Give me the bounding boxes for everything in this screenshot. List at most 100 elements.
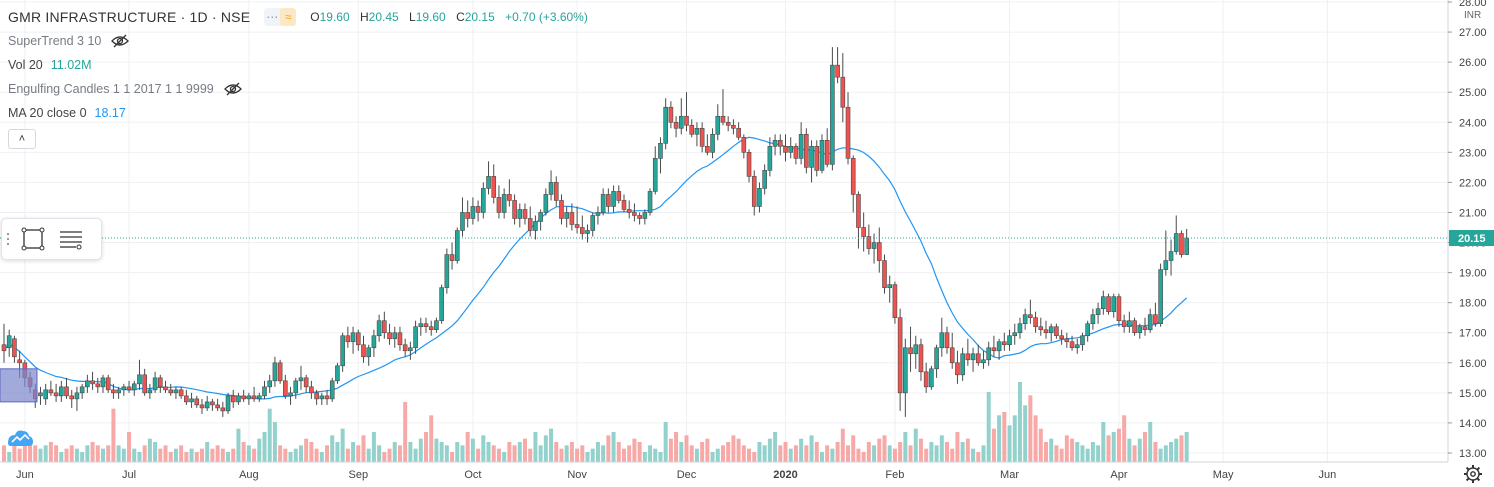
volume-bar (960, 442, 965, 462)
candle-body (251, 395, 257, 400)
candle-body (38, 392, 43, 397)
symbol-title[interactable]: GMR INFRASTRUCTURE · 1D · NSE (8, 9, 251, 25)
volume-bar (866, 442, 871, 462)
candle (548, 170, 554, 201)
candle-body (955, 362, 960, 376)
indicator-volume[interactable]: Vol 20 11.02M (8, 58, 92, 72)
drawing-toolbar[interactable] (1, 218, 102, 260)
candle (210, 398, 215, 411)
candle (1106, 293, 1111, 315)
candle (788, 137, 794, 159)
candle-body (366, 347, 372, 358)
volume-bar (283, 448, 288, 462)
settings-lines-button[interactable] (52, 220, 90, 258)
candle-body (444, 254, 450, 288)
volume-bar (470, 438, 475, 462)
candle (668, 101, 674, 129)
candle-body (621, 200, 627, 210)
candle-body (595, 212, 601, 216)
candle-body (908, 347, 913, 355)
volume-bar (236, 428, 241, 462)
volume-bar (861, 452, 866, 462)
volume-bar (694, 448, 699, 462)
volume-bar (872, 445, 877, 462)
volume-bar (1116, 428, 1121, 462)
candle-body (543, 194, 549, 213)
candle (923, 362, 929, 393)
candle-body (392, 332, 398, 340)
candle (418, 317, 424, 336)
volume-bar (679, 442, 684, 462)
volume-bar (142, 445, 147, 462)
indicator-ma[interactable]: MA 20 close 0 18.17 (8, 106, 126, 120)
candle (48, 380, 54, 396)
candle-body (538, 212, 543, 222)
candle (949, 332, 955, 369)
volume-bar (736, 438, 741, 462)
candle (1012, 323, 1018, 345)
candle-body (428, 326, 434, 331)
candle-body (491, 176, 497, 198)
volume-bar (1080, 445, 1085, 462)
candle (772, 134, 778, 156)
rectangle-tool-button[interactable] (14, 220, 52, 258)
indicator-engulfing[interactable]: Engulfing Candles 1 1 2017 1 1 9999 (8, 77, 595, 101)
volume-bar (356, 445, 361, 462)
candle (731, 119, 736, 135)
candle (79, 383, 85, 399)
gear-icon[interactable] (1462, 463, 1484, 485)
candle-body (970, 353, 976, 361)
candle (1080, 332, 1085, 351)
candle (460, 197, 465, 237)
candle-body (809, 146, 814, 168)
collapse-legend-button[interactable]: ˄ (8, 129, 36, 149)
candle-body (475, 206, 481, 213)
volume-bar (819, 452, 824, 462)
volume-bar (168, 452, 173, 462)
indicator-toggle[interactable]: ⋯ ≈ (264, 8, 297, 26)
candle-body (783, 146, 788, 153)
volume-bar (1184, 432, 1189, 462)
volume-bar (1163, 445, 1168, 462)
eye-hidden-icon[interactable] (223, 82, 242, 96)
candle (512, 194, 517, 225)
drawn-rectangle[interactable] (0, 368, 38, 403)
volume-bar (74, 448, 79, 462)
candle-body (892, 284, 898, 319)
candle (564, 206, 569, 228)
candle (189, 392, 194, 408)
candle-body (705, 146, 710, 153)
candle-body (465, 212, 470, 219)
volume-bar (658, 452, 663, 462)
candle (256, 392, 262, 402)
volume-bar (710, 452, 715, 462)
price-tick-label: 16.00 (1459, 358, 1487, 370)
candle-body (647, 191, 653, 213)
volume-bar (424, 432, 429, 462)
volume-bar (898, 442, 903, 462)
wave-icon[interactable]: ≈ (280, 8, 297, 26)
candle-body (736, 127, 741, 138)
candle (168, 383, 174, 396)
candle-body (230, 395, 236, 403)
candle-body (496, 197, 502, 213)
indicator-supertrend[interactable]: SuperTrend 3 10 (8, 29, 595, 53)
volume-bar (809, 435, 814, 462)
drag-handle-icon[interactable] (2, 233, 14, 245)
ellipsis-icon[interactable]: ⋯ (266, 10, 279, 24)
candle (230, 389, 236, 408)
candle (840, 53, 846, 123)
volume-bar (272, 422, 277, 462)
candle (678, 98, 684, 135)
tradingview-logo-icon[interactable] (6, 426, 34, 448)
eye-hidden-icon[interactable] (111, 34, 130, 48)
candle-body (684, 115, 689, 126)
volume-bar (439, 442, 444, 462)
volume-bar (741, 445, 746, 462)
candle (147, 383, 153, 399)
candle (402, 338, 408, 357)
candle (715, 104, 721, 141)
candle-body (762, 170, 767, 189)
candle (1090, 308, 1096, 330)
